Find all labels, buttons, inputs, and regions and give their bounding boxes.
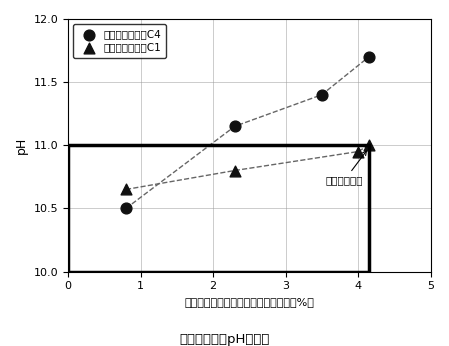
ベースセメントC4 <box>231 124 238 129</box>
ベースセメントC4 <box>123 206 130 211</box>
X-axis label: アルカリ成分を含む酸化物の合算量（%）: アルカリ成分を含む酸化物の合算量（%） <box>185 297 314 307</box>
Text: 好ましい範囲: 好ましい範囲 <box>326 151 366 185</box>
ベースセメントC1 <box>231 168 238 173</box>
ベースセメントC1 <box>365 143 373 148</box>
ベースセメントC1 <box>123 187 130 192</box>
Legend: ベースセメントC4, ベースセメントC1: ベースセメントC4, ベースセメントC1 <box>73 24 167 58</box>
ベースセメントC4 <box>365 54 373 60</box>
Y-axis label: pH: pH <box>15 137 28 154</box>
ベースセメントC4 <box>318 92 326 98</box>
Text: アルカリ量とpHの関係: アルカリ量とpHの関係 <box>179 333 270 346</box>
ベースセメントC1 <box>354 149 361 154</box>
Bar <box>68 145 369 272</box>
